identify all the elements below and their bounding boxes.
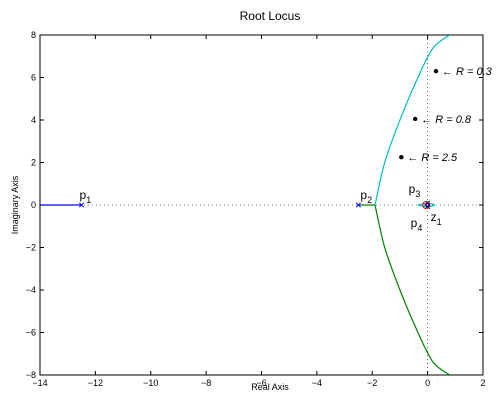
locus-branch-cyan-3 — [374, 35, 451, 206]
y-tick-label: −2 — [26, 243, 36, 253]
label-p2: p2 — [360, 188, 372, 205]
label-main: p — [80, 188, 87, 202]
x-tick-label: −2 — [367, 378, 377, 388]
label-main: p — [409, 182, 416, 196]
y-tick-label: 2 — [31, 158, 36, 168]
x-tick-label: 2 — [480, 378, 485, 388]
label-p3: p3 — [409, 182, 421, 199]
label-main: p — [411, 216, 418, 230]
locus-branch-cyan-4 — [417, 202, 436, 208]
label-z1: z1 — [431, 210, 442, 227]
pole-cross-line — [78, 202, 85, 208]
label-subscript: 3 — [415, 189, 420, 199]
x-tick-label: −8 — [201, 378, 211, 388]
label-main: p — [360, 188, 367, 202]
label-p1: p1 — [80, 188, 92, 205]
gain-annotation-1: ← R = 0.8 — [421, 114, 472, 126]
y-tick-label: 0 — [31, 200, 36, 210]
label-p4: p4 — [411, 216, 423, 233]
y-tick-label: 8 — [31, 30, 36, 40]
gain-point-2 — [399, 154, 404, 160]
plot-frame — [39, 34, 484, 376]
y-tick-label: −6 — [26, 328, 36, 338]
origin-marker — [425, 202, 431, 208]
x-tick-label: −10 — [143, 378, 158, 388]
label-main: z — [431, 210, 437, 224]
gain-annotation-0: ← R = 0.3 — [442, 66, 493, 78]
x-tick-label: −4 — [312, 378, 322, 388]
y-tick-label: 6 — [31, 73, 36, 83]
y-axis-title: Imaginary Axis — [10, 175, 20, 234]
y-tick-label: 4 — [31, 115, 36, 125]
label-subscript: 1 — [86, 195, 91, 205]
gain-annotation-2: ← R = 2.5 — [407, 152, 458, 164]
locus-branch-green-2 — [374, 204, 451, 375]
y-tick-label: −4 — [26, 285, 36, 295]
pole-cross-line — [355, 202, 361, 208]
x-tick-label: −6 — [256, 378, 266, 388]
gain-point-1 — [412, 116, 418, 122]
chart-title: Root Locus — [240, 9, 301, 23]
pole-marker-p2 — [355, 202, 361, 208]
x-axis-title: Real Axis — [251, 382, 289, 392]
label-subscript: 1 — [437, 217, 442, 227]
gain-point-0 — [433, 68, 439, 74]
x-tick-label: 0 — [425, 378, 430, 388]
y-tick-label: −8 — [26, 370, 36, 380]
label-subscript: 2 — [367, 195, 372, 205]
pole-marker-p1 — [78, 202, 85, 208]
x-tick-label: −14 — [32, 378, 47, 388]
x-tick-label: −12 — [88, 378, 103, 388]
label-subscript: 4 — [417, 223, 422, 233]
